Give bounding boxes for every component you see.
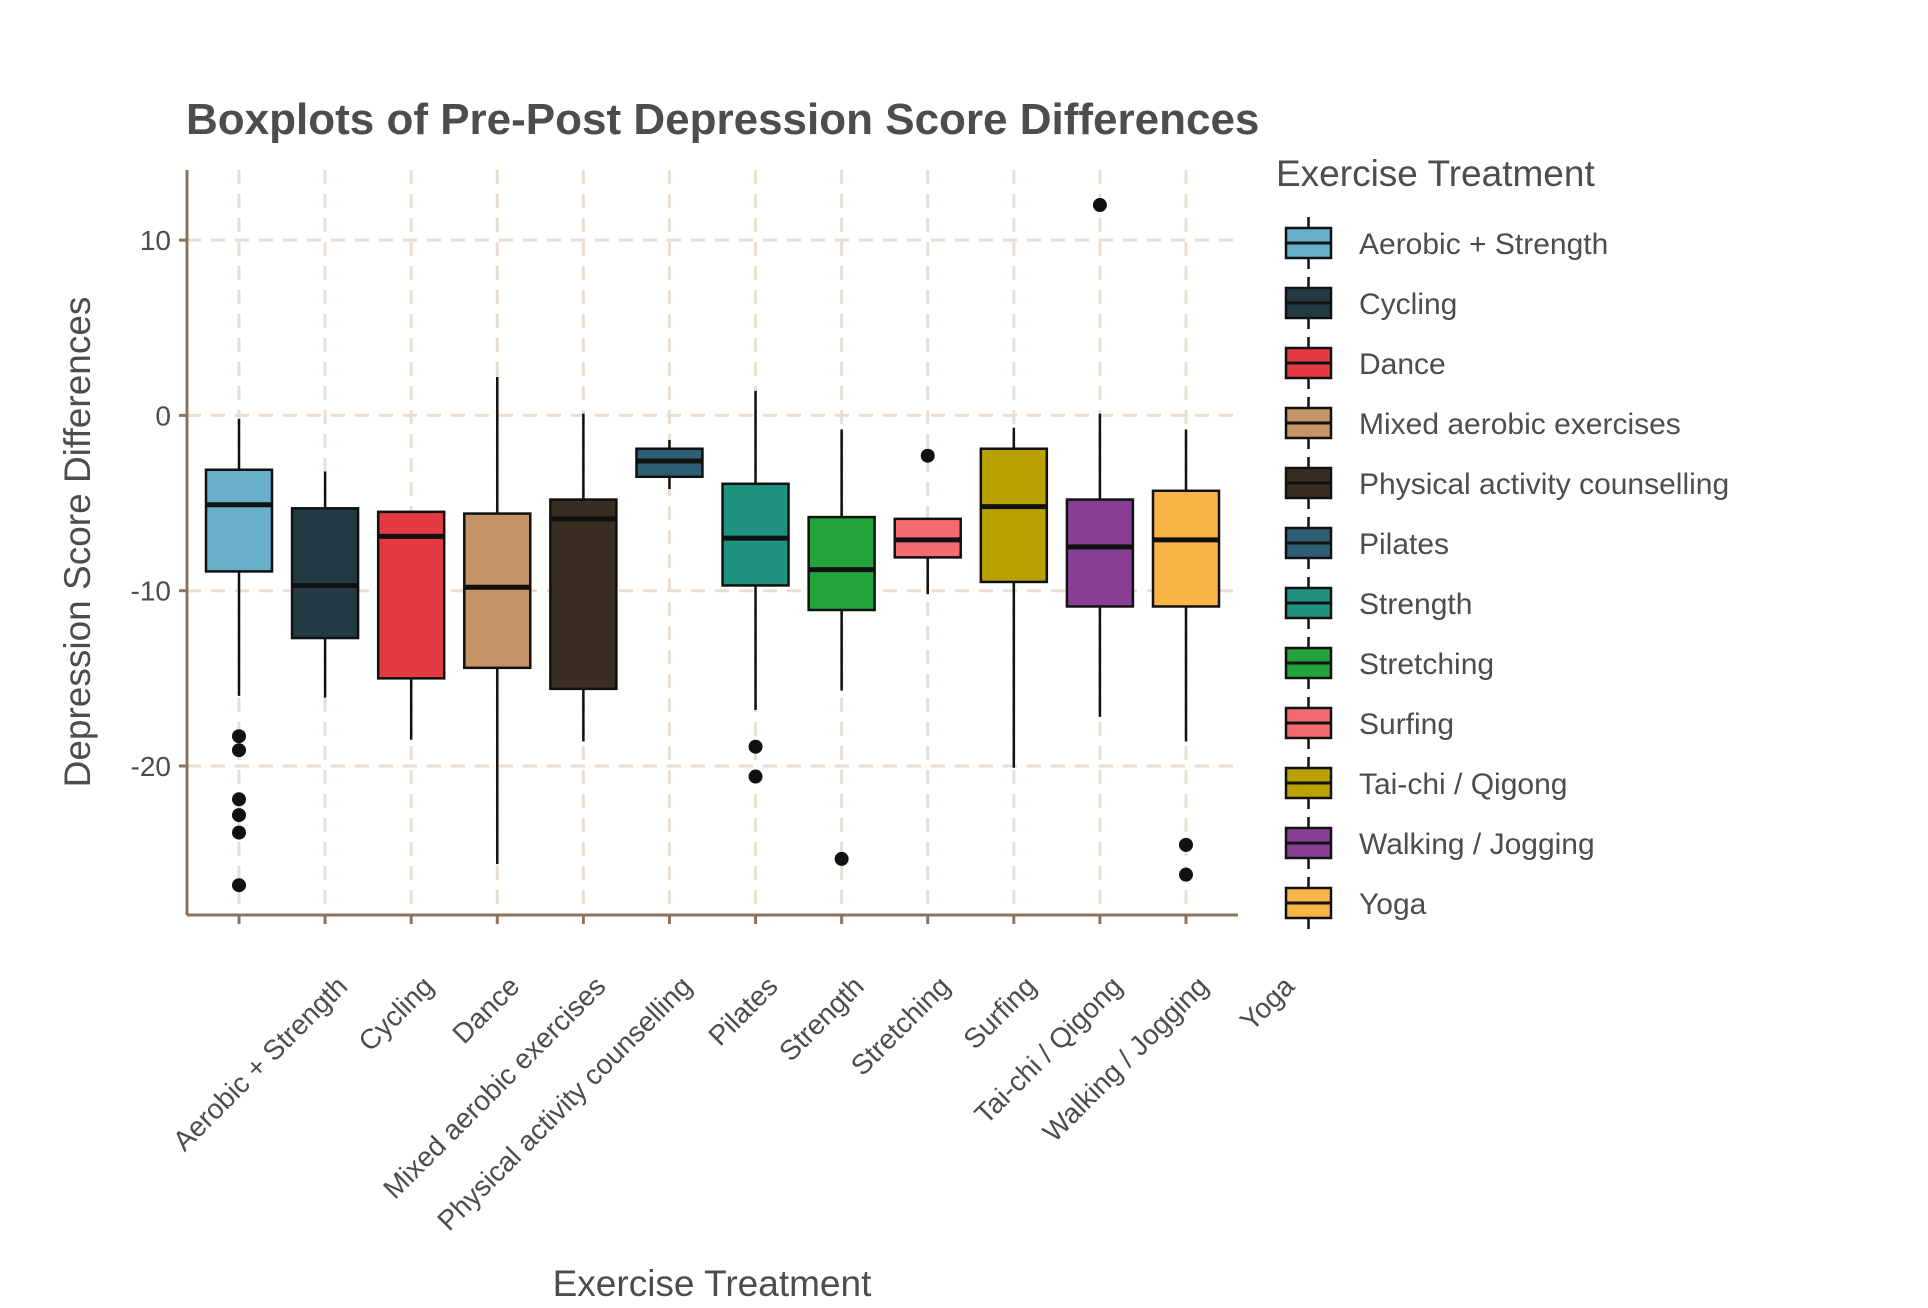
outlier-point <box>920 448 935 463</box>
iqr-box <box>1065 498 1135 608</box>
outlier-point <box>232 825 246 840</box>
legend-item-yoga: Yoga <box>1284 877 1427 929</box>
legend-label: Cycling <box>1359 288 1457 321</box>
box-yoga <box>1151 429 1221 882</box>
legend-label: Physical activity counselling <box>1359 468 1729 501</box>
legend-label: Dance <box>1359 348 1446 381</box>
iqr-box <box>290 507 360 640</box>
box-strength <box>721 390 790 784</box>
outlier-point <box>1092 198 1107 213</box>
outlier-point <box>232 808 246 823</box>
legend-item-stretching: Stretching <box>1284 637 1494 689</box>
outlier-point <box>232 878 246 893</box>
box-surfing <box>893 448 962 595</box>
box-cycling <box>290 471 360 698</box>
axes <box>179 170 1238 924</box>
outlier-point <box>834 851 849 866</box>
box-mixed-aerobic-exercises <box>463 376 532 865</box>
x-axis-title: Exercise Treatment <box>553 1263 872 1304</box>
legend-label: Strength <box>1359 588 1472 621</box>
legend-item-mixed-aerobic-exercises: Mixed aerobic exercises <box>1284 397 1681 449</box>
legend-item-physical-activity-counselling: Physical activity counselling <box>1284 457 1729 509</box>
outlier-point <box>232 743 246 758</box>
legend-item-surfing: Surfing <box>1284 697 1454 749</box>
legend-item-cycling: Cycling <box>1284 277 1457 329</box>
legend-label: Yoga <box>1359 888 1427 921</box>
legend-label: Walking / Jogging <box>1359 828 1595 861</box>
legend-label: Stretching <box>1359 648 1494 681</box>
box-tai-chi-qigong <box>979 427 1049 768</box>
y-axis-title: Depression Score Differences <box>57 297 98 788</box>
outlier-point <box>1179 837 1193 852</box>
y-tick-label: 0 <box>155 400 171 431</box>
iqr-box <box>376 510 446 680</box>
box-series <box>204 198 1221 893</box>
outlier-point <box>748 769 763 784</box>
iqr-box <box>807 515 876 612</box>
box-aerobic-strength <box>204 418 274 893</box>
legend-label: Mixed aerobic exercises <box>1359 408 1681 441</box>
outlier-point <box>232 729 246 744</box>
box-pilates <box>635 439 704 490</box>
outlier-point <box>748 739 763 754</box>
iqr-box <box>549 498 618 691</box>
legend-item-dance: Dance <box>1284 337 1446 389</box>
legend-item-pilates: Pilates <box>1284 517 1449 569</box>
legend-item-tai-chi-qigong: Tai-chi / Qigong <box>1284 757 1567 809</box>
legend-item-strength: Strength <box>1284 577 1472 629</box>
outlier-point <box>1179 867 1193 882</box>
y-tick-labels: 10 0 -10 -20 <box>131 225 171 782</box>
legend: Exercise Treatment Aerobic + Strength Cyc… <box>1276 153 1729 929</box>
iqr-box <box>721 482 790 587</box>
legend-label: Tai-chi / Qigong <box>1359 768 1567 801</box>
chart-title: Boxplots of Pre-Post Depression Score Di… <box>186 95 1259 144</box>
y-tick-label: 10 <box>140 225 171 256</box>
box-stretching <box>807 429 876 866</box>
legend-item-walking-jogging: Walking / Jogging <box>1284 817 1595 869</box>
legend-title: Exercise Treatment <box>1276 153 1595 194</box>
iqr-box <box>979 447 1049 584</box>
box-dance <box>376 510 446 740</box>
y-tick-label: -10 <box>131 576 171 607</box>
legend-label: Surfing <box>1359 708 1454 741</box>
iqr-box <box>1151 489 1221 608</box>
legend-label: Pilates <box>1359 528 1449 561</box>
box-walking-jogging <box>1065 198 1135 717</box>
iqr-box <box>204 468 274 573</box>
outlier-point <box>232 792 246 807</box>
legend-label: Aerobic + Strength <box>1359 228 1608 261</box>
iqr-box <box>463 512 532 670</box>
box-physical-activity-counselling <box>549 413 618 742</box>
y-tick-label: -20 <box>131 751 171 782</box>
legend-item-aerobic-strength: Aerobic + Strength <box>1284 217 1608 269</box>
